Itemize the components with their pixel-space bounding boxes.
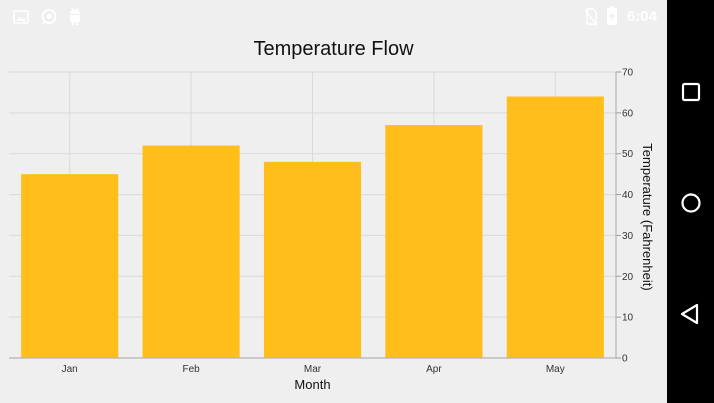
- recents-button[interactable]: [676, 77, 706, 107]
- whatsapp-icon: [41, 9, 57, 24]
- temperature-bar-chart: 0 10 20 30 40 50 60 70 Jan Feb Mar Apr May Month Tem…: [9, 68, 655, 392]
- axes: 0 10 20 30 40 50 60 70 Jan Feb Mar Apr May: [9, 68, 634, 375]
- bar-mar: [263, 161, 362, 358]
- back-button[interactable]: [676, 299, 706, 329]
- bar-may: [506, 96, 604, 358]
- x-tick-label: Feb: [182, 364, 200, 375]
- home-button[interactable]: [676, 188, 706, 218]
- y-tick-label: 70: [622, 68, 634, 79]
- x-tick-label: Mar: [304, 364, 322, 375]
- x-tick-label: Jan: [62, 364, 78, 375]
- battery-charging-icon: [607, 6, 617, 25]
- x-tick-label: May: [546, 364, 565, 375]
- status-bar: 6:04: [0, 0, 667, 33]
- chart-title: Temperature Flow: [253, 38, 414, 60]
- bar-apr: [385, 125, 483, 358]
- y-tick-label: 20: [622, 272, 634, 283]
- bar-jan: [21, 174, 119, 358]
- image-icon: [13, 10, 29, 24]
- y-tick-label: 40: [622, 190, 634, 201]
- y-tick-label: 0: [622, 354, 628, 365]
- navigation-bar: [667, 0, 714, 403]
- y-tick-label: 30: [622, 231, 634, 242]
- bars: [21, 96, 604, 358]
- app-screen: 6:04 Temperature Flow 0 10 20 30 40 50 60 70 Jan…: [0, 0, 667, 403]
- y-tick-label: 60: [622, 108, 634, 119]
- bar-feb: [142, 145, 240, 358]
- android-icon: [70, 7, 80, 25]
- x-axis-title: Month: [294, 377, 330, 392]
- status-time: 6:04: [626, 8, 657, 25]
- y-tick-label: 10: [622, 313, 634, 324]
- y-tick-label: 50: [622, 149, 634, 160]
- no-sim-icon: [584, 8, 598, 26]
- x-tick-label: Apr: [426, 364, 442, 375]
- y-axis-title: Temperature (Fahrenheit): [640, 143, 655, 290]
